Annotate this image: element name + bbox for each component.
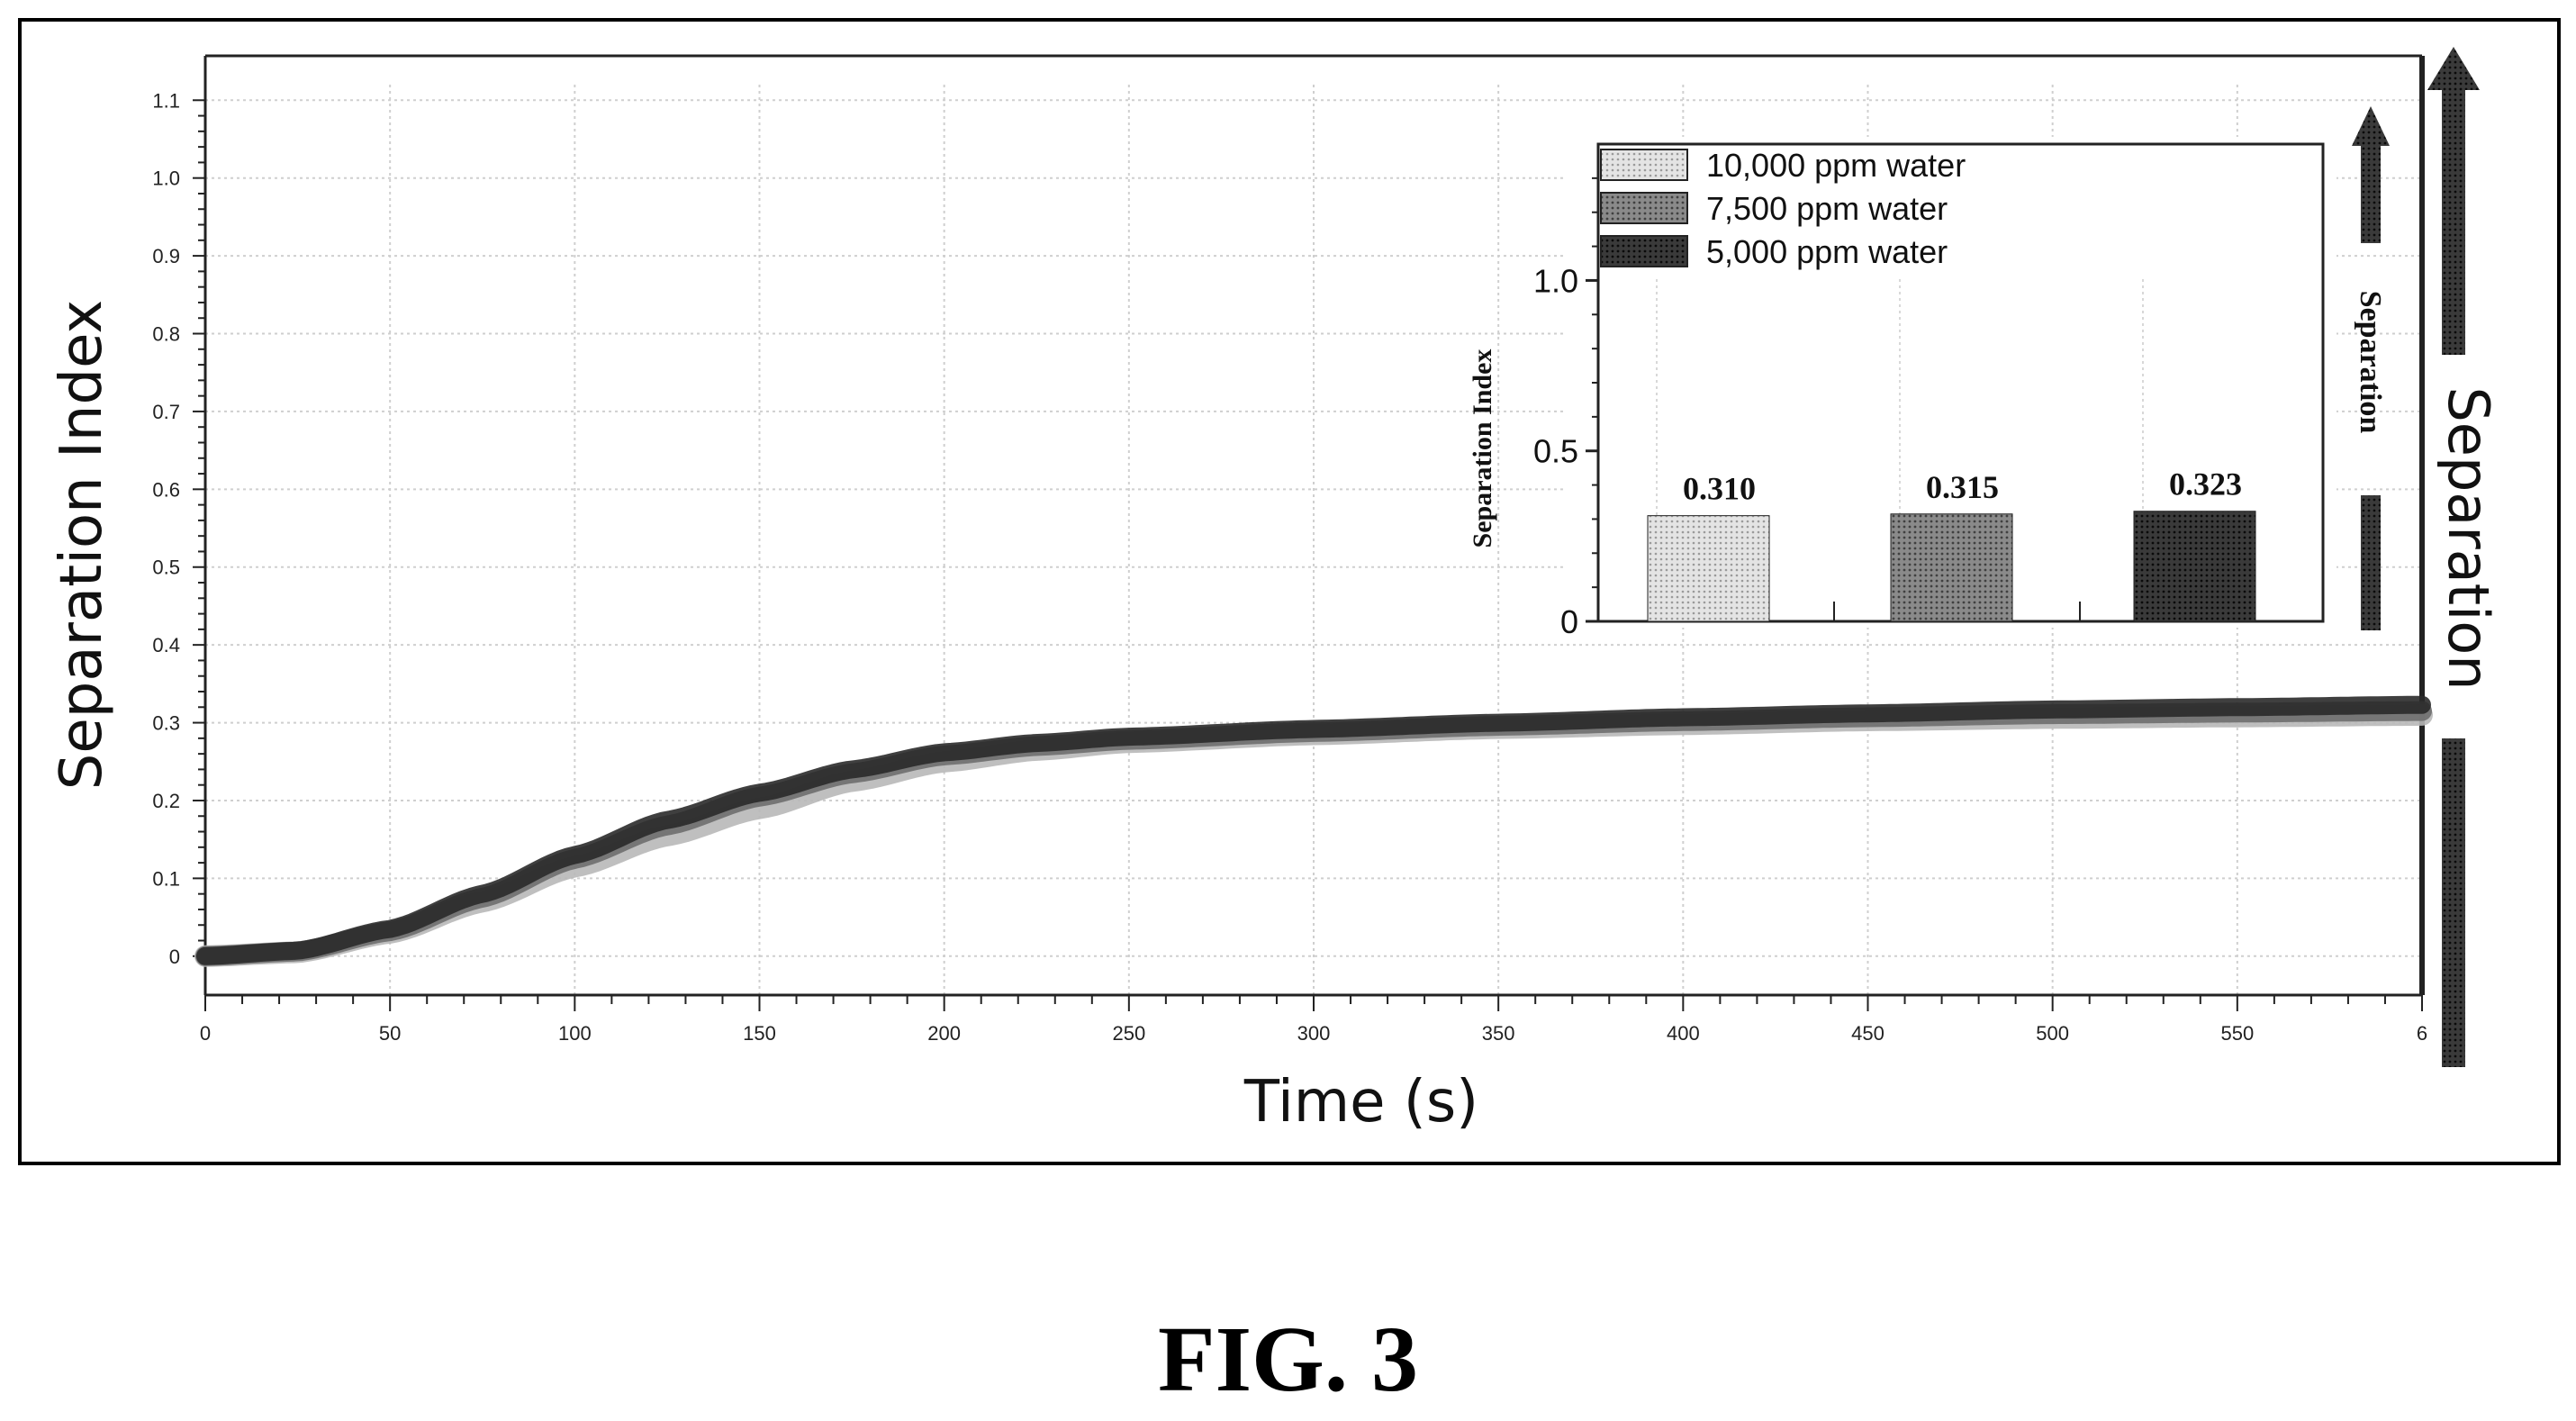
y-tick-label: 0.2 <box>152 790 180 812</box>
y-tick-label: 1.1 <box>152 89 180 112</box>
inset-bar-1 <box>1890 513 2013 622</box>
legend-label: 5,000 ppm water <box>1706 233 1948 270</box>
inset-bar-2 <box>2133 511 2256 622</box>
y-tick-label: 0.4 <box>152 634 180 656</box>
y-tick-label: 0.3 <box>152 712 180 735</box>
x-tick-label: 150 <box>743 1022 776 1045</box>
main-series <box>194 695 2433 967</box>
x-tick-label: 500 <box>2036 1022 2069 1045</box>
x-tick-label: 100 <box>558 1022 592 1045</box>
x-tick-label: 0 <box>200 1022 211 1045</box>
x-tick-label: 350 <box>1482 1022 1515 1045</box>
inset-y-tick-label: 0 <box>1560 603 1578 640</box>
inset-bar-value-label: 0.323 <box>2169 466 2242 502</box>
y-tick-label: 0.9 <box>152 245 180 267</box>
legend-label: 10,000 ppm water <box>1706 147 1966 184</box>
x-axis-title: Time (s) <box>1243 1069 1478 1136</box>
x-tick-label: 6 <box>2417 1022 2427 1045</box>
series-line-2 <box>196 695 2431 965</box>
y-tick-label: 0.1 <box>152 867 180 890</box>
inset-bar-value-label: 0.315 <box>1926 469 1999 505</box>
inset-bar-value-label: 0.310 <box>1683 471 1756 507</box>
inset-legend: 10,000 ppm water 7,500 ppm water 5,000 ppm… <box>1600 147 1966 270</box>
main-tick-labels: 0 50 100 150 200 250 300 350 400 450 500 550 6 0 0.1 0.… <box>152 89 2427 1045</box>
separation-arrow <box>2427 47 2480 1067</box>
inset-arrow-shaft-bottom <box>2361 495 2381 630</box>
y-tick-label: 0.7 <box>152 401 180 423</box>
x-tick-label: 300 <box>1297 1022 1331 1045</box>
separation-label: Separation <box>2436 386 2501 690</box>
x-tick-label: 450 <box>1851 1022 1885 1045</box>
inset-arrow-shaft-top <box>2361 144 2381 243</box>
x-tick-label: 550 <box>2220 1022 2254 1045</box>
x-tick-label: 200 <box>927 1022 961 1045</box>
inset-y-tick-label: 0.5 <box>1533 433 1578 470</box>
x-tick-label: 50 <box>379 1022 401 1045</box>
y-tick-label: 0 <box>169 946 180 968</box>
y-tick-label: 0.8 <box>152 323 180 346</box>
separation-arrow-head <box>2427 47 2480 90</box>
inset-y-tick-label: 1.0 <box>1533 262 1578 299</box>
inset-bars: 0.310 0.315 0.323 <box>1647 466 2256 622</box>
inset-arrow-head <box>2352 106 2390 146</box>
inset-bar-0 <box>1647 515 1770 622</box>
y-tick-label: 0.5 <box>152 557 180 579</box>
separation-arrow-shaft-bottom <box>2442 738 2465 1067</box>
x-tick-label: 400 <box>1667 1022 1700 1045</box>
y-tick-label: 1.0 <box>152 167 180 190</box>
inset-y-axis-title: Separation Index <box>1468 349 1497 548</box>
figure-caption: FIG. 3 <box>1158 1308 1418 1411</box>
legend-swatch-1 <box>1600 192 1688 224</box>
main-axes <box>193 54 2425 1011</box>
separation-arrow-shaft-top <box>2442 88 2465 355</box>
y-tick-label: 0.6 <box>152 478 180 501</box>
inset-separation-arrow <box>2352 106 2390 630</box>
y-axis-title: Separation Index <box>49 300 115 791</box>
legend-swatch-2 <box>1600 235 1688 267</box>
inset-separation-label: Separation <box>2354 291 2387 434</box>
inset-chart: 0 0.5 1.0 0.310 0.315 0.323 10,000 ppm water… <box>1468 106 2390 640</box>
legend-label: 7,500 ppm water <box>1706 190 1948 227</box>
x-tick-label: 250 <box>1112 1022 1145 1045</box>
legend-swatch-0 <box>1600 149 1688 181</box>
